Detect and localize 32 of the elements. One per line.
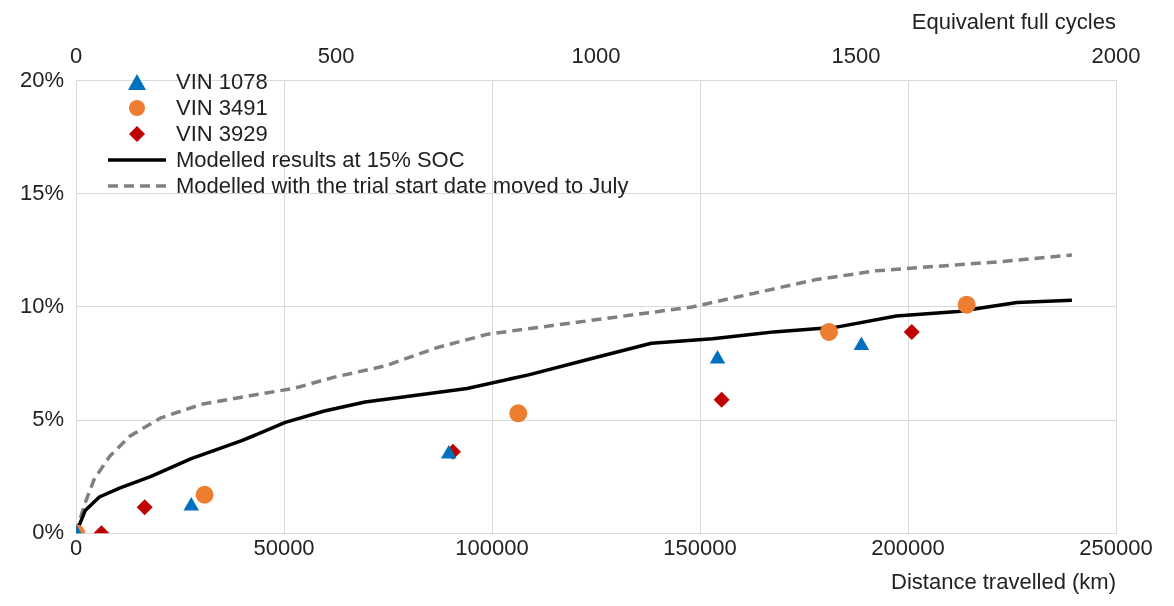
- x2-axis-title: Equivalent full cycles: [911, 9, 1116, 35]
- x-tick-label: 200000: [871, 535, 945, 561]
- y-tick-label: 15%: [19, 179, 65, 205]
- point: [853, 336, 870, 350]
- legend-label: VIN 1078: [176, 68, 268, 95]
- x2-tick-label: 1000: [571, 42, 621, 68]
- x-tick-label: 0: [69, 535, 83, 561]
- y-tick-label: 20%: [19, 66, 65, 92]
- y-tick-label: 5%: [32, 406, 65, 432]
- point: [183, 497, 200, 511]
- x2-tick-label: 0: [69, 42, 83, 68]
- legend-label: Modelled with the trial start date moved to July: [176, 172, 629, 199]
- x2-tick-label: 500: [317, 42, 355, 68]
- point: [903, 323, 920, 340]
- legend-label: Modelled results at 15% SOC: [176, 146, 465, 173]
- point: [509, 404, 528, 423]
- x2-tick-label: 2000: [1091, 42, 1141, 68]
- x-tick-label: 50000: [253, 535, 315, 561]
- point: [957, 295, 976, 314]
- y-tick-label: 0%: [32, 519, 65, 545]
- point: [819, 322, 838, 341]
- point: [713, 391, 730, 408]
- point: [709, 350, 726, 364]
- x-tick-label: 250000: [1079, 535, 1153, 561]
- x-tick-label: 100000: [455, 535, 529, 561]
- y-tick-label: 10%: [19, 293, 65, 319]
- legend-label: VIN 3491: [176, 94, 268, 121]
- legend-label: VIN 3929: [176, 120, 268, 147]
- x2-tick-label: 1500: [831, 42, 881, 68]
- point: [440, 445, 457, 459]
- x-tick-label: 150000: [663, 535, 737, 561]
- x-axis-title: Distance travelled (km): [891, 568, 1116, 594]
